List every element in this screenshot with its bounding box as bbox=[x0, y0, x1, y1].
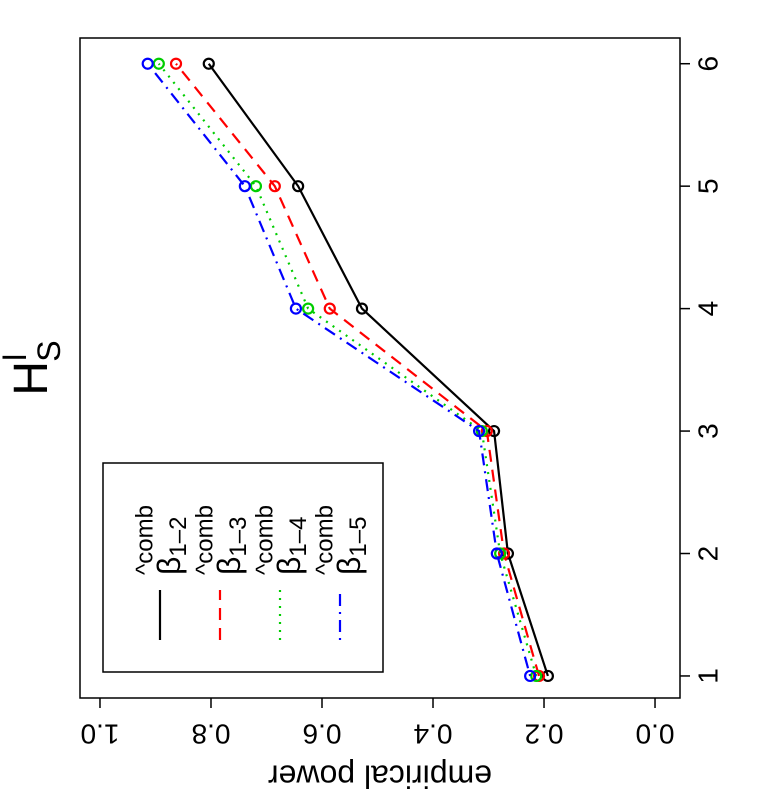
x-tick-label: 6 bbox=[692, 56, 723, 72]
y-axis-label: empirical power bbox=[268, 759, 492, 795]
data-point bbox=[501, 547, 515, 560]
data-point bbox=[152, 57, 165, 70]
title-main: H bbox=[5, 361, 58, 396]
legend-name: β bbox=[151, 557, 187, 575]
data-point bbox=[268, 180, 281, 193]
y-tick-label: 1.0 bbox=[81, 719, 120, 750]
data-point bbox=[355, 302, 369, 315]
data-point bbox=[480, 424, 493, 438]
legend-sub: 1–5 bbox=[345, 517, 372, 557]
series-line bbox=[146, 63, 532, 677]
plot-frame bbox=[79, 37, 681, 699]
data-point bbox=[490, 547, 503, 560]
data-point bbox=[289, 302, 303, 315]
legend-label: β1–2 bbox=[151, 517, 192, 575]
legend-sup: ^comb bbox=[311, 505, 338, 575]
legend-name: β bbox=[211, 557, 247, 575]
x-tick-label: 5 bbox=[692, 178, 723, 194]
y-tick-label: 0.0 bbox=[636, 719, 675, 750]
legend-label: β1–5 bbox=[331, 517, 372, 575]
data-point bbox=[541, 669, 555, 683]
data-point bbox=[472, 424, 486, 438]
data-point bbox=[238, 180, 251, 193]
data-point bbox=[302, 302, 315, 315]
legend-name: β bbox=[331, 557, 367, 575]
x-tick-label: 4 bbox=[692, 301, 723, 317]
title-sub: S bbox=[31, 340, 67, 361]
legend-sup: ^comb bbox=[251, 505, 278, 575]
legend-label: β1–3 bbox=[211, 517, 252, 575]
data-point bbox=[292, 180, 305, 193]
legend-box bbox=[102, 462, 384, 673]
x-tick-label: 1 bbox=[692, 668, 723, 684]
x-tick-label: 3 bbox=[692, 423, 723, 439]
legend-sub: 1–4 bbox=[285, 517, 312, 557]
data-point bbox=[497, 547, 511, 560]
data-point bbox=[524, 669, 537, 683]
data-point bbox=[323, 302, 336, 315]
data-point bbox=[487, 424, 501, 438]
y-tick-label: 0.6 bbox=[303, 719, 342, 750]
data-point bbox=[202, 57, 215, 70]
legend-sub: 1–3 bbox=[225, 517, 252, 557]
y-tick-label: 0.4 bbox=[414, 719, 453, 750]
y-tick-label: 0.2 bbox=[525, 719, 564, 750]
x-tick-label: 2 bbox=[692, 546, 723, 562]
y-tick-label: 0.8 bbox=[192, 719, 231, 750]
legend-sub: 1–2 bbox=[165, 517, 192, 557]
data-point bbox=[169, 57, 183, 70]
title-sup: l bbox=[0, 354, 33, 361]
data-point bbox=[141, 57, 154, 70]
series-line bbox=[207, 63, 549, 677]
legend-label: β1–4 bbox=[271, 517, 312, 575]
legend-name: β bbox=[271, 557, 307, 575]
chart-title: HlS bbox=[0, 340, 67, 395]
legend-sup: ^comb bbox=[191, 505, 218, 575]
data-point bbox=[530, 669, 543, 683]
series-line bbox=[175, 63, 541, 677]
data-point bbox=[249, 180, 263, 193]
legend-sup: ^comb bbox=[131, 505, 158, 575]
